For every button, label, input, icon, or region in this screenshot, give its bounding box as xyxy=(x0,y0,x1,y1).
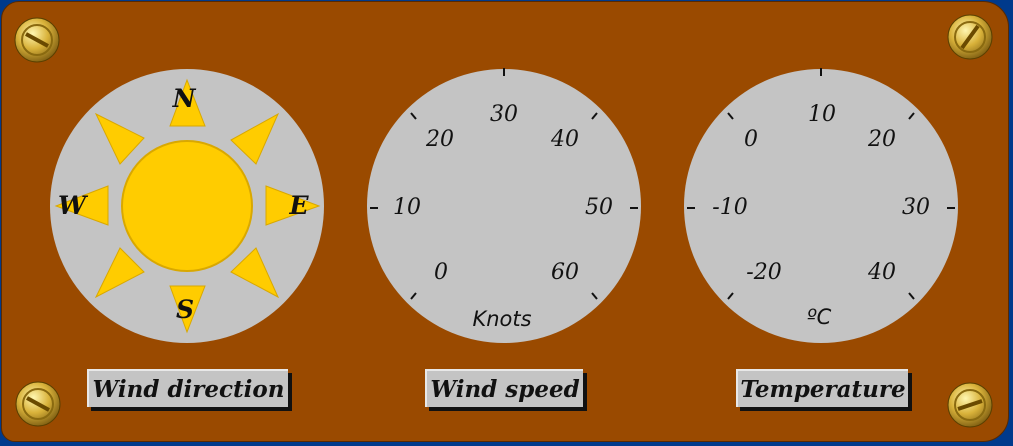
wind-speed-tick-10: 10 xyxy=(393,195,421,220)
temperature-tick-minus20: -20 xyxy=(746,260,781,285)
temperature-dial xyxy=(684,69,958,343)
temperature-tick-minus10: -10 xyxy=(712,195,747,220)
wind-speed-tick-40: 40 xyxy=(550,127,579,152)
compass-north: N xyxy=(172,84,197,113)
wind-speed-unit: Knots xyxy=(472,307,531,331)
wind-speed-tick-60: 60 xyxy=(551,260,579,285)
screw-icon xyxy=(947,14,993,60)
wind-speed-tick-30: 30 xyxy=(490,102,518,127)
temperature-unit: ºC xyxy=(807,305,832,329)
sun-icon xyxy=(54,78,321,334)
screw-icon xyxy=(14,17,60,63)
temperature-tick-0: 0 xyxy=(744,127,758,152)
screw-icon xyxy=(947,382,993,428)
wind-speed-dial xyxy=(367,69,641,343)
temperature-tick-30: 30 xyxy=(902,195,930,220)
temperature-tick-10: 10 xyxy=(808,102,836,127)
wind-speed-ticks xyxy=(370,68,638,300)
temperature-tick-20: 20 xyxy=(867,127,896,152)
compass-east: E xyxy=(288,191,309,220)
compass-west: W xyxy=(58,191,89,220)
temperature-tick-40: 40 xyxy=(867,260,896,285)
compass-south: S xyxy=(176,295,194,324)
temperature-label: Temperature xyxy=(736,369,908,407)
temperature-ticks xyxy=(687,68,955,300)
wind-direction-label: Wind direction xyxy=(87,369,288,407)
screw-icon xyxy=(15,381,61,427)
wind-speed-label: Wind speed xyxy=(425,369,583,407)
wind-speed-tick-0: 0 xyxy=(434,260,448,285)
wind-speed-tick-50: 50 xyxy=(585,195,613,220)
wind-speed-tick-20: 20 xyxy=(425,127,454,152)
